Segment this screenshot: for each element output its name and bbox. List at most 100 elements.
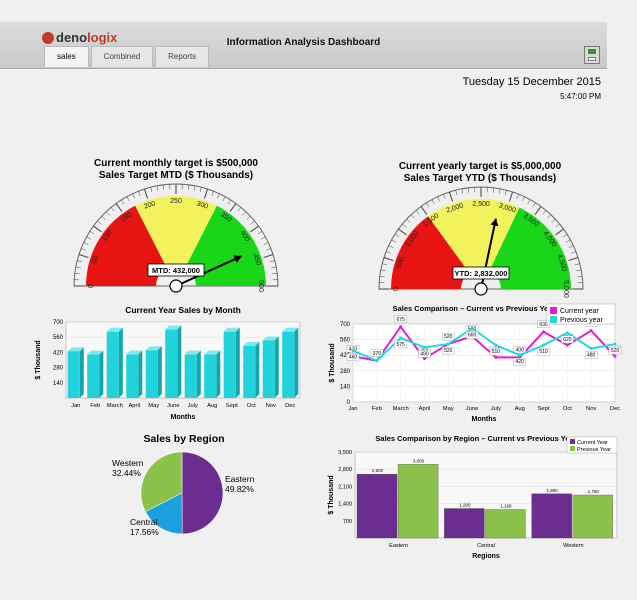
y-tick-label: 560: [340, 338, 351, 344]
gauge-tick: [568, 257, 579, 262]
data-label: 2,600: [372, 468, 384, 473]
gauge-tick: [250, 225, 259, 233]
data-label: 520: [444, 334, 453, 340]
chart-title: Current Year Sales by Month: [125, 305, 241, 315]
y-axis-label: $ Thousand: [329, 343, 336, 382]
gauge-tick: [115, 203, 123, 212]
gauge-tick: [110, 207, 115, 212]
gauge-tick: [222, 196, 226, 202]
gauge-tick: [398, 228, 407, 236]
gauge-band-2: [185, 205, 266, 286]
data-label: 1,800: [547, 488, 559, 493]
x-tick-label: April: [419, 406, 431, 412]
bar-top: [87, 350, 104, 355]
data-label-box: [513, 346, 526, 354]
bar-top: [184, 350, 201, 355]
gauge-tick: [547, 214, 552, 219]
gauge-tick: [121, 199, 125, 205]
bar: [67, 351, 80, 398]
gauge-needle: [175, 255, 242, 287]
bar: [243, 345, 256, 398]
data-label: 1,750: [588, 489, 600, 494]
y-tick-label: 700: [340, 322, 351, 328]
data-label: 1,200: [459, 503, 471, 508]
pie-slice: [140, 451, 183, 512]
x-tick-label: Nov: [266, 403, 276, 409]
slice-percent: 17.56%: [130, 527, 159, 537]
gauge-mtd-title-line1: Current monthly target is $500,000: [94, 158, 258, 169]
y-tick-label: 420: [53, 350, 64, 356]
x-tick-label: Sept: [538, 406, 550, 412]
gauge-tick-label: 0: [88, 284, 95, 288]
data-point: [613, 354, 617, 358]
data-label-box: [442, 346, 455, 355]
gauge-tick: [527, 199, 531, 205]
data-label-box: [418, 350, 431, 358]
gauge-tick-label: 500: [395, 256, 405, 269]
bar-top: [204, 350, 221, 355]
bar: [223, 331, 236, 398]
gauge-ytd-title-line2: Sales Target YTD ($ Thousands): [403, 173, 557, 184]
data-point: [542, 330, 546, 334]
data-point: [589, 347, 593, 351]
gauge-tick: [156, 185, 159, 191]
x-tick-label: Dec: [285, 403, 295, 409]
gauge-tick: [250, 220, 255, 225]
gauge-tick: [162, 184, 165, 190]
chart-title: Sales Comparison – Current vs Previous Y…: [393, 304, 556, 313]
data-label-box: [537, 320, 550, 328]
gauge-tick: [263, 242, 269, 245]
gauge-tick: [455, 190, 458, 196]
x-tick-label: Feb: [90, 403, 100, 409]
gauge-tick: [492, 187, 495, 193]
gauge-tick: [81, 248, 86, 251]
export-icon[interactable]: [584, 46, 600, 64]
legend-swatch: [550, 316, 557, 323]
gauge-tick: [77, 260, 83, 263]
gauge-band-0: [391, 216, 470, 289]
gauge-tick: [227, 199, 231, 205]
gauge-tick: [269, 260, 275, 263]
bar-top: [67, 347, 84, 352]
gauge-tick: [193, 185, 196, 191]
legend-box: [546, 303, 616, 325]
tab-combined[interactable]: Combined: [90, 46, 154, 67]
bar-top: [223, 327, 240, 332]
bar: [145, 350, 158, 398]
bar-side: [294, 327, 299, 398]
gauge-tick: [555, 228, 564, 236]
plot-area: [65, 321, 301, 399]
gauge-tick: [150, 187, 153, 193]
gauge-tick: [391, 239, 397, 243]
tab-reports[interactable]: Reports: [155, 46, 210, 67]
y-tick-label: 140: [340, 384, 351, 390]
bar: [165, 329, 178, 398]
bar: [126, 354, 139, 398]
gauge-tick-label: 2,500: [472, 201, 490, 208]
y-axis-label: $ Thousand: [328, 475, 335, 514]
legend-label: Previous Year: [577, 447, 611, 453]
gauge-tick: [426, 202, 430, 208]
x-tick-label: May: [148, 403, 159, 409]
current-date: Tuesday 15 December 2015: [462, 76, 601, 88]
data-label-box: [584, 351, 598, 359]
gauge-tick: [551, 218, 556, 223]
tab-sales[interactable]: sales: [44, 46, 89, 67]
gauge-value-box: [147, 263, 205, 277]
y-tick-label: 700: [343, 519, 352, 525]
gauge-tick: [532, 202, 536, 208]
gauge-tick: [242, 211, 247, 216]
x-tick-label: June: [466, 406, 479, 412]
gauge-tick: [388, 245, 394, 248]
x-tick-label: June: [167, 403, 180, 409]
bar-top: [165, 325, 182, 330]
data-label: 510: [492, 349, 501, 355]
gauge-band-1: [135, 196, 217, 269]
gauge-tick: [542, 210, 547, 215]
gauge-band-0: [86, 205, 167, 286]
chart-title: Sales by Region: [143, 433, 224, 445]
y-tick-label: 700: [53, 320, 64, 326]
bar: [262, 340, 275, 398]
gauge-tick: [516, 194, 519, 199]
